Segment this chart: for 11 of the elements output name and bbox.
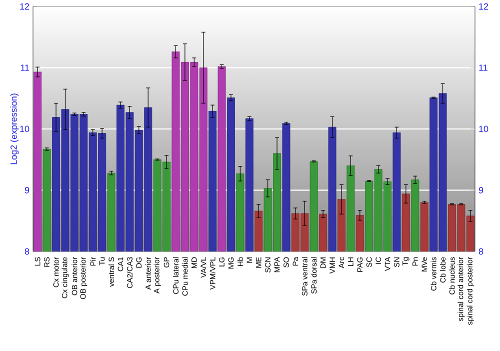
y-axis-title: Log2 (expression) bbox=[10, 93, 19, 164]
y2-tick-label: 8 bbox=[478, 248, 484, 254]
y-tick-label: 8 bbox=[24, 248, 30, 254]
y2-tick-label: 9 bbox=[478, 186, 484, 194]
y2-tick-label: 10 bbox=[479, 126, 488, 132]
y-tick-label: 10 bbox=[20, 126, 30, 132]
y2-tick-label: 11 bbox=[479, 64, 488, 71]
y2-tick-label: 12 bbox=[479, 3, 488, 10]
y-tick-label: 12 bbox=[20, 3, 30, 10]
y-tick-label: 11 bbox=[20, 64, 30, 71]
y-tick-label: 9 bbox=[24, 186, 30, 194]
